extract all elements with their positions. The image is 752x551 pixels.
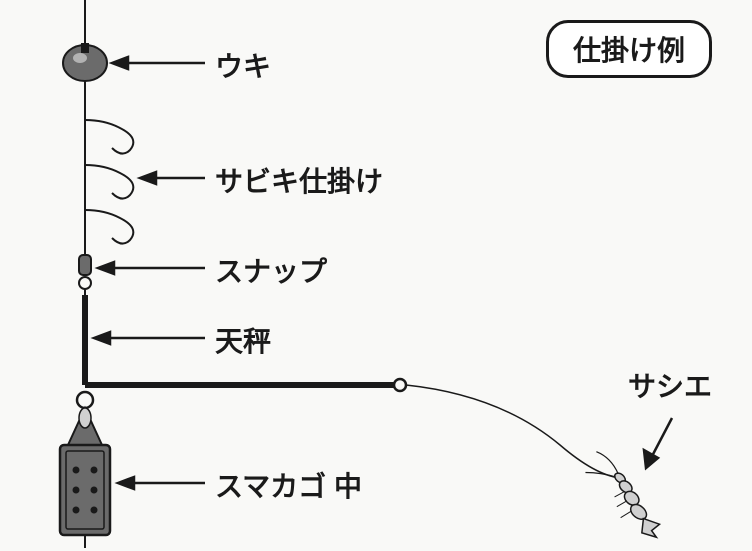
sabiki-hooks-icon	[85, 120, 133, 244]
arrows	[94, 57, 672, 489]
sashie-icon	[574, 450, 675, 543]
leader-line	[406, 385, 620, 478]
title-box: 仕掛け例	[546, 20, 712, 78]
rig-diagram	[0, 0, 752, 551]
sumakago-icon	[60, 408, 110, 548]
label-snap: スナップ	[215, 250, 327, 290]
label-sashie: サシエ	[628, 365, 712, 405]
snap-icon	[79, 255, 91, 295]
label-sabiki: サビキ仕掛け	[215, 160, 383, 200]
title-text: 仕掛け例	[573, 35, 685, 66]
label-sumakago: スマカゴ 中	[215, 465, 362, 505]
uki-icon	[63, 43, 107, 81]
label-tenbin: 天秤	[215, 320, 271, 360]
label-uki: ウキ	[215, 45, 271, 85]
